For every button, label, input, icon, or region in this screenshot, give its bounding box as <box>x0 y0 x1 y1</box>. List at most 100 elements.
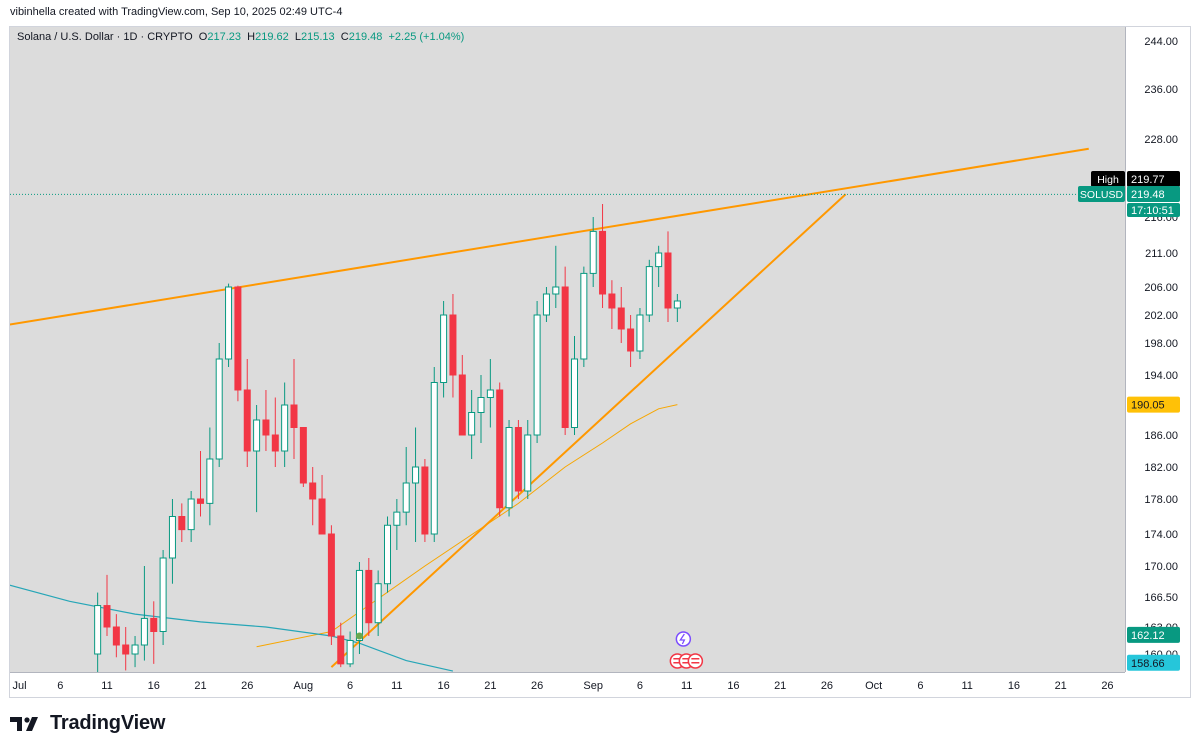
candle-body <box>234 286 242 391</box>
candle-body <box>318 498 326 535</box>
ma-teal-line <box>10 584 454 672</box>
us-flag-stripe <box>691 658 700 660</box>
ma-green-price-badge <box>1127 626 1180 643</box>
time-tick-label: 6 <box>347 680 353 692</box>
high-price-tag-label: High <box>1097 174 1119 186</box>
time-tick-label: 21 <box>1055 680 1067 692</box>
candle-body <box>533 314 541 436</box>
candle-body <box>589 230 597 274</box>
countdown-value: 17:10:51 <box>1131 205 1174 217</box>
candle-body <box>608 293 616 309</box>
price-tick-label: 206.00 <box>1144 282 1178 294</box>
trendline-upper <box>10 147 1089 326</box>
tradingview-wordmark: TradingView <box>50 712 166 734</box>
candle-body <box>514 427 522 492</box>
candle-body <box>384 524 391 585</box>
low-value: 215.13 <box>300 31 335 43</box>
footer-brand: TradingView <box>10 712 165 735</box>
price-tick-label: 178.00 <box>1144 494 1178 506</box>
candle-body <box>206 458 214 504</box>
candle-body <box>140 617 148 646</box>
price-tick-label: 170.00 <box>1144 561 1178 573</box>
price-tick-label: 198.00 <box>1144 338 1178 350</box>
price-tick-label: 228.00 <box>1144 134 1178 146</box>
high-price-badge <box>1127 171 1180 187</box>
candle-body <box>449 314 457 376</box>
close-label: C <box>340 31 349 43</box>
candle-body <box>412 466 420 484</box>
price-tick-label: 174.00 <box>1144 529 1178 541</box>
us-event-flag-icon <box>687 653 704 669</box>
time-tick-label: 16 <box>437 680 449 692</box>
time-tick-label: 6 <box>637 680 643 692</box>
candle-body <box>131 644 139 655</box>
high-value: 219.62 <box>255 31 289 43</box>
candle-body <box>225 286 233 360</box>
candle-body <box>309 482 317 500</box>
time-tick-label: 11 <box>101 680 112 692</box>
time-tick-label: 26 <box>531 680 543 692</box>
ma-teal-price-badge-value: 158.66 <box>1131 658 1165 670</box>
time-tick-label: Sep <box>583 680 603 692</box>
candle-body <box>346 640 354 665</box>
us-flag-stripe <box>673 658 682 660</box>
open-label: O <box>198 31 208 43</box>
candle-body <box>374 583 382 624</box>
high-price-badge-value: 219.77 <box>1131 174 1165 186</box>
candle-body <box>94 605 102 655</box>
time-tick-label: 16 <box>1008 680 1020 692</box>
time-tick-label: Oct <box>865 680 882 692</box>
time-tick-label: 26 <box>821 680 833 692</box>
us-flag-stripe <box>673 662 682 664</box>
last-price-tag-label: SOLUSD <box>1080 189 1124 201</box>
candle-body <box>402 482 410 513</box>
time-tick-label: 6 <box>57 680 63 692</box>
candle-body <box>636 314 644 352</box>
time-tick-label: 6 <box>917 680 923 692</box>
countdown-badge <box>1127 203 1180 217</box>
candle-body <box>486 389 494 398</box>
last-price-tag <box>1078 186 1125 202</box>
candle-body <box>664 252 672 309</box>
candle-body <box>468 412 476 436</box>
candle-body <box>262 419 270 436</box>
event-bolt-glyph <box>679 633 686 645</box>
candle-body <box>552 286 560 295</box>
candle-body <box>187 498 195 531</box>
us-flag-stripe <box>682 658 691 660</box>
candlestick-chart[interactable]: 244.00236.00228.00216.00211.00206.00202.… <box>10 27 1190 697</box>
event-bolt-icon <box>675 631 692 647</box>
price-tick-label: 166.50 <box>1144 592 1178 604</box>
chart-credit: vibinhella created with TradingView.com,… <box>10 6 343 18</box>
candle-body <box>673 300 681 309</box>
candle-body <box>421 466 429 535</box>
time-tick-label: 21 <box>774 680 786 692</box>
candle-body <box>627 328 635 352</box>
ohlc-legend: Solana / U.S. Dollar · 1D · CRYPTO O217.… <box>17 31 464 43</box>
open-value: 217.23 <box>207 31 241 43</box>
candle-body <box>505 427 513 509</box>
price-tick-label: 194.00 <box>1144 370 1178 382</box>
us-flag-stripe <box>691 662 700 664</box>
candle-body <box>253 419 261 452</box>
candle-body <box>327 533 335 637</box>
candle-body <box>103 605 111 628</box>
candle-body <box>271 434 279 452</box>
time-tick-label: Jul <box>12 680 26 692</box>
last-price-badge-value: 219.48 <box>1131 189 1165 201</box>
candle-body <box>458 374 466 436</box>
candle-body <box>477 397 485 413</box>
candle-body <box>112 626 120 646</box>
plot-layer <box>10 147 1125 672</box>
candle-body <box>215 358 223 460</box>
candle-body <box>178 516 186 531</box>
tradingview-logo-icon <box>10 716 38 731</box>
candle-body <box>281 404 289 452</box>
candle-body <box>243 389 251 452</box>
time-tick-label: 11 <box>681 680 692 692</box>
ma-green-price-badge-value: 162.12 <box>1131 630 1165 642</box>
change-value: +2.25 (+1.04%) <box>388 31 465 43</box>
candle-body <box>365 569 373 624</box>
candle-body <box>197 498 204 504</box>
signal-dot <box>355 632 363 640</box>
